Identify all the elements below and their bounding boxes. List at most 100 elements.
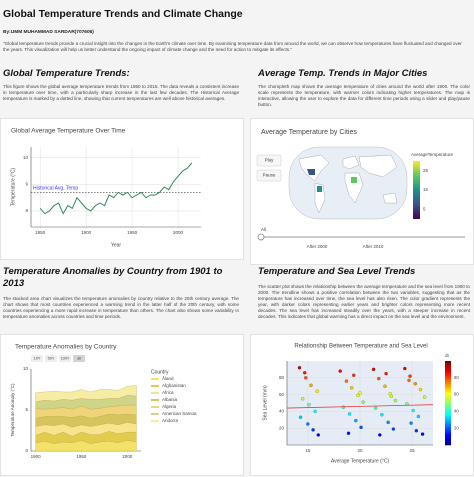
point — [356, 393, 360, 398]
point — [373, 406, 378, 410]
point — [298, 415, 303, 419]
page-title: Global Temperature Trends and Climate Ch… — [3, 8, 243, 20]
colorbar-step — [445, 434, 451, 437]
y-tick-label: 80 — [279, 375, 285, 380]
point — [309, 383, 313, 388]
colorbar-step — [445, 384, 451, 387]
chart-title: Global Average Temperature Over Time — [11, 128, 126, 135]
range-button[interactable] — [59, 355, 71, 362]
colorbar-tick-label: 60 — [454, 392, 459, 397]
point — [346, 431, 351, 435]
legend-label: Algeria — [162, 404, 177, 409]
legend-label: Andorra — [162, 418, 179, 423]
scatter-chart: Relationship Between Temperature and Sea… — [250, 334, 474, 476]
colorbar-step — [445, 428, 451, 431]
region — [351, 177, 357, 183]
point — [306, 422, 310, 426]
x-tick-label: 1900 — [31, 454, 42, 459]
x-tick-label: 15 — [305, 448, 311, 453]
colorbar-step — [445, 421, 451, 425]
point — [341, 405, 346, 409]
y-tick-label: 9 — [25, 182, 28, 187]
colorbar-step — [445, 365, 451, 368]
colorbar-step — [445, 361, 451, 364]
colorbar-step — [445, 438, 451, 442]
y-axis-title: Temperature (°C) — [10, 167, 16, 206]
range-button[interactable] — [31, 355, 43, 362]
point — [304, 376, 308, 380]
slider-label: After 2010 — [363, 244, 384, 249]
colorbar-step — [445, 371, 451, 374]
x-axis-title: Average Temperature (°C) — [331, 458, 390, 464]
colorbar-step — [445, 407, 451, 410]
point — [418, 387, 423, 392]
point — [311, 428, 315, 432]
colorbar-step — [445, 379, 451, 383]
chart-title: Relationship Between Temperature and Sea… — [294, 344, 427, 350]
point — [389, 394, 393, 398]
colorbar-step — [445, 403, 451, 406]
section-text: The stacked area chart visualizes the te… — [3, 296, 239, 319]
button[interactable] — [256, 154, 282, 167]
y-tick-label: 40 — [279, 409, 285, 414]
section-heading: Global Temperature Trends: — [3, 68, 130, 79]
colorbar-step — [445, 426, 451, 429]
point — [347, 412, 352, 416]
slider-handle[interactable] — [257, 233, 265, 241]
colorbar-step — [445, 392, 451, 395]
point — [383, 384, 387, 388]
trendline — [286, 404, 434, 409]
y-tick-label: 8 — [25, 208, 28, 213]
map-chart: Average Temperature by Cities Play Pause Av… — [250, 118, 474, 265]
y-tick-label: 5 — [25, 407, 28, 412]
colorbar-step — [445, 363, 451, 366]
colorbar-step — [445, 400, 451, 404]
y-axis-title: Temperature Anomaly (°C) — [10, 383, 15, 437]
range-button[interactable] — [45, 355, 57, 362]
point — [416, 414, 421, 419]
slider-label: After 2000 — [307, 244, 328, 249]
colorbar-step — [445, 382, 451, 385]
colorbar-step — [445, 373, 451, 376]
colorbar-step — [445, 411, 451, 414]
x-tick-label: 2000 — [173, 230, 184, 235]
colorbar-step — [445, 398, 451, 402]
colorbar-step — [445, 405, 451, 408]
point — [313, 409, 317, 414]
region — [317, 186, 322, 192]
legend-label: Albania — [162, 397, 178, 402]
button-label[interactable]: Pause — [263, 173, 276, 178]
colorbar-step — [445, 377, 451, 381]
colorbar-step — [445, 432, 451, 435]
y-tick-label: 10 — [23, 155, 29, 160]
legend-label: Åland — [162, 375, 174, 381]
point — [297, 366, 302, 370]
colorbar-step — [445, 440, 451, 444]
range-button-label[interactable]: all — [77, 357, 81, 361]
colorbar — [413, 161, 420, 219]
point — [307, 402, 311, 407]
point — [386, 420, 390, 425]
colorbar-step — [445, 417, 451, 421]
range-button-label[interactable]: 10Y — [34, 357, 41, 361]
point — [409, 421, 413, 425]
point — [413, 381, 417, 386]
section-heading: Temperature Anomalies by Country from 19… — [3, 266, 223, 289]
point — [377, 376, 381, 381]
button[interactable] — [256, 169, 282, 182]
point — [349, 386, 354, 390]
colorbar-step — [445, 390, 451, 393]
range-button-label[interactable]: 100Y — [61, 357, 70, 361]
section-text: The scatter plot shows the relationship … — [258, 284, 470, 319]
button-label[interactable]: Play — [265, 158, 275, 163]
range-button-label[interactable]: 50Y — [48, 357, 55, 361]
colorbar-step — [445, 375, 451, 379]
point — [408, 374, 412, 378]
chart-title: Average Temperature by Cities — [261, 129, 357, 136]
range-button[interactable] — [73, 355, 85, 362]
colorbar-tick-label: 40 — [454, 409, 459, 414]
colorbar-tick-label: 15 — [423, 187, 429, 192]
colorbar-step — [445, 388, 451, 391]
point — [338, 369, 342, 373]
